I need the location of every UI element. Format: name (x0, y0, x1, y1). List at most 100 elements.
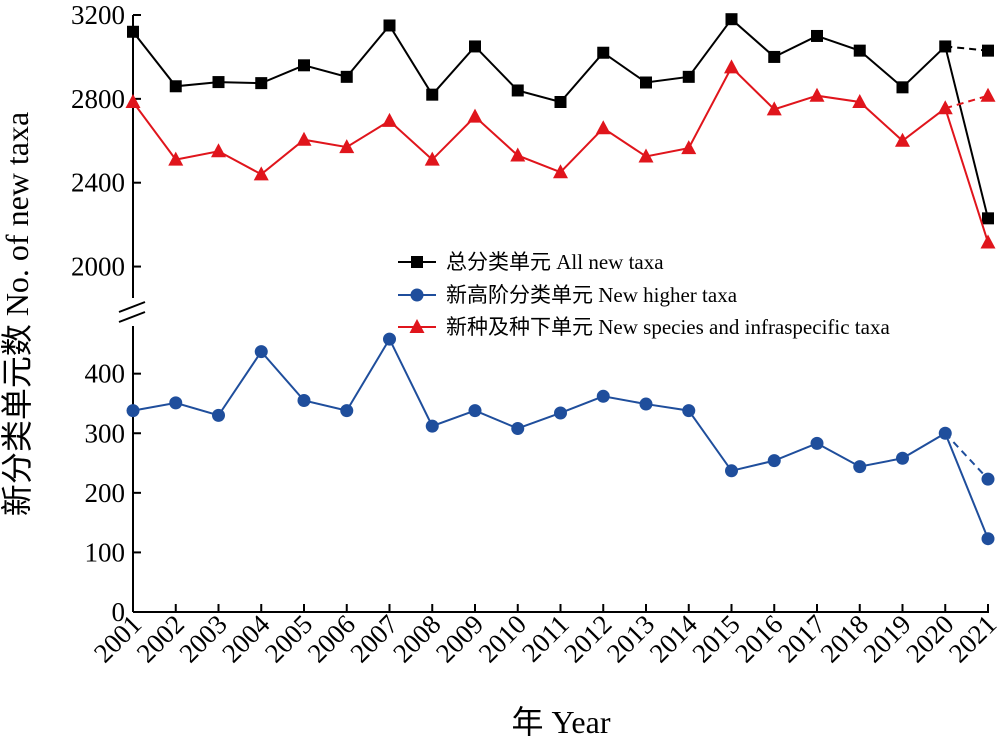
series-dashed-line (944, 94, 989, 110)
y-tick-label: 3200 (71, 0, 125, 30)
data-point (297, 393, 311, 407)
x-tick-label: 2021 (943, 609, 1000, 668)
data-point (597, 46, 610, 59)
data-point (852, 93, 868, 108)
data-point (811, 29, 823, 42)
data-point (424, 151, 440, 166)
data-point (467, 108, 483, 123)
series-layer (125, 13, 996, 546)
y-tick-label: 400 (85, 359, 126, 389)
data-point (768, 50, 781, 63)
data-point-dashed (980, 87, 996, 102)
data-point (296, 131, 312, 146)
legend-label: 总分类单元 All new taxa (446, 250, 664, 274)
legend-swatch-marker (410, 288, 424, 302)
data-point (682, 404, 696, 418)
legend-item-all-new-taxa: 总分类单元 All new taxa (398, 250, 664, 274)
data-point (638, 148, 654, 163)
data-point (212, 408, 225, 422)
legend-swatch-marker (411, 256, 423, 268)
series-line (132, 65, 989, 243)
y-tick-label: 0 (112, 597, 126, 627)
data-point (896, 81, 909, 94)
series-new-species-taxa (125, 59, 996, 249)
y-tick-label: 2000 (71, 252, 125, 282)
legend-swatch-marker (409, 319, 425, 333)
data-point (896, 451, 909, 465)
data-point (126, 404, 140, 418)
y-tick-label: 200 (85, 478, 126, 508)
data-point (255, 77, 268, 90)
data-point (426, 88, 439, 101)
data-point (169, 80, 182, 93)
legend-item-new-higher-taxa: 新高阶分类单元 New higher taxa (398, 283, 738, 307)
series-dashed-line (945, 45, 989, 52)
data-point (640, 76, 652, 89)
data-point (340, 70, 353, 83)
data-point (211, 143, 226, 158)
data-point-dashed (981, 472, 995, 486)
data-point (937, 100, 953, 115)
series-new-higher-taxa (126, 332, 995, 546)
data-point (383, 19, 396, 32)
x-axis-title: 年 Year (512, 704, 611, 740)
legend-label: 新种及种下单元 New species and infraspecific ta… (446, 315, 890, 339)
data-point (125, 93, 141, 108)
series-all-new-taxa (127, 13, 994, 225)
x-ticks: 2001200220032004200520062007200820092010… (88, 604, 1000, 668)
data-point (510, 147, 526, 162)
data-point (127, 25, 139, 38)
data-point (895, 132, 910, 147)
data-point (553, 164, 568, 179)
data-point (425, 419, 439, 433)
data-point (682, 70, 695, 83)
data-point (298, 59, 310, 72)
data-point (980, 234, 996, 249)
data-point (340, 404, 354, 418)
data-point (639, 397, 653, 411)
legend: 总分类单元 All new taxa 新高阶分类单元 New higher tax… (398, 250, 890, 339)
y-ticks: 2000 2400 2800 3200 0 100 200 300 400 (71, 0, 141, 627)
data-point (169, 396, 183, 410)
series-dashed-line (944, 432, 989, 480)
data-point-dashed (982, 44, 994, 57)
data-point (596, 389, 610, 403)
y-tick-label: 300 (85, 418, 126, 448)
series-line (132, 337, 989, 540)
data-point (339, 139, 355, 154)
data-point (383, 332, 396, 346)
data-point (212, 76, 225, 89)
data-point (853, 44, 866, 57)
legend-item-new-species-taxa: 新种及种下单元 New species and infraspecific ta… (398, 315, 890, 339)
data-point (938, 426, 952, 440)
legend-label: 新高阶分类单元 New higher taxa (446, 283, 738, 307)
y-tick-label: 2400 (71, 168, 125, 198)
data-point (810, 436, 824, 450)
data-point (939, 40, 952, 53)
data-point (168, 151, 184, 166)
data-point (767, 454, 781, 468)
data-point (254, 345, 268, 359)
y-tick-label: 2800 (71, 84, 125, 114)
data-point (982, 212, 994, 225)
y-axis-title: 新分类单元数 No. of new taxa (0, 112, 35, 516)
data-point (725, 464, 738, 478)
data-point (468, 404, 482, 418)
data-point (382, 112, 397, 127)
y-tick-label: 100 (85, 537, 126, 567)
data-point (511, 84, 524, 97)
data-point (511, 421, 525, 435)
data-point (595, 120, 611, 135)
data-point (981, 532, 995, 546)
data-point (681, 140, 697, 155)
data-point (724, 59, 739, 74)
data-point (766, 101, 782, 116)
data-point (809, 87, 825, 102)
data-point (853, 460, 867, 474)
data-point (253, 166, 269, 181)
axis-break-mark (118, 301, 146, 323)
data-point (554, 95, 567, 108)
data-point (554, 406, 567, 420)
data-point (469, 40, 481, 53)
